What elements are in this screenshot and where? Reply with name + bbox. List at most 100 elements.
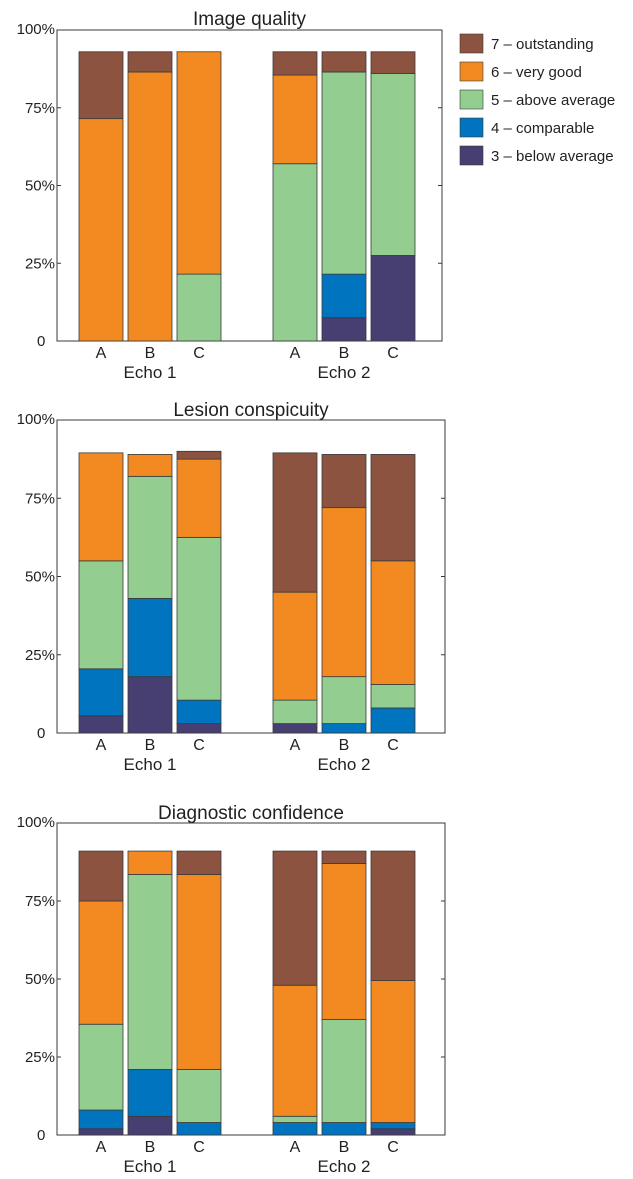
x-category-label: B xyxy=(339,345,350,362)
bar-segment-score-6 xyxy=(370,560,416,685)
bar-segment-score-5 xyxy=(176,273,222,342)
bar-segment-score-7 xyxy=(321,51,367,73)
bar-segment-score-6 xyxy=(272,74,318,165)
bar-segment-score-4 xyxy=(370,707,416,734)
bar-echo-1-c xyxy=(176,450,222,734)
legend-swatch xyxy=(459,89,484,110)
bar-segment-score-6 xyxy=(78,452,124,562)
y-tick-label: 100% xyxy=(17,411,55,428)
x-category-label: C xyxy=(387,345,399,362)
bar-segment-score-6 xyxy=(78,118,124,342)
bar-echo-1-c xyxy=(176,51,222,342)
bar-segment-score-7 xyxy=(272,51,318,76)
bar-segment-score-7 xyxy=(78,51,124,120)
y-tick-label: 50% xyxy=(25,971,55,988)
bar-echo-1-c xyxy=(176,850,222,1136)
bar-segment-score-5 xyxy=(272,1115,318,1123)
bar-segment-score-5 xyxy=(370,684,416,709)
legend: 7 – outstanding 6 – very good 5 – above av… xyxy=(459,33,615,166)
x-group-label: Echo 2 xyxy=(318,755,371,774)
chart-title: Lesion conspicuity xyxy=(173,400,329,421)
bar-segment-score-5 xyxy=(78,560,124,670)
bar-segment-score-5 xyxy=(321,71,367,275)
x-group-label: Echo 1 xyxy=(124,363,177,382)
bar-segment-score-4 xyxy=(370,1122,416,1130)
bar-segment-score-7 xyxy=(370,454,416,562)
chart-image-quality: Image quality 0 25% 50% 75% 100% A B C A B C Echo 1 E… xyxy=(17,9,443,382)
bar-echo-2-c xyxy=(370,454,416,734)
bar-segment-score-5 xyxy=(321,676,367,725)
bar-segment-score-5 xyxy=(176,1069,222,1123)
legend-label: 7 – outstanding xyxy=(491,36,594,53)
legend-label: 5 – above average xyxy=(491,92,615,109)
x-group-label: Echo 1 xyxy=(124,1157,177,1176)
x-group-label: Echo 2 xyxy=(318,1157,371,1176)
chart-panels: Image quality 0 25% 50% 75% 100% A B C A B C Echo 1 E… xyxy=(17,9,446,1176)
bar-segment-score-5 xyxy=(127,475,173,599)
bar-echo-1-b xyxy=(127,51,173,342)
bar-segment-score-7 xyxy=(370,51,416,74)
x-category-label: B xyxy=(145,1139,156,1156)
bar-echo-2-a xyxy=(272,850,318,1136)
x-category-label: B xyxy=(339,737,350,754)
chart-lesion-conspicuity: Lesion conspicuity 0 25% 50% 75% 100% A B C A B C Ec… xyxy=(17,400,446,774)
legend-label: 3 – below average xyxy=(491,148,614,165)
bar-segment-score-3 xyxy=(127,676,173,734)
x-category-label: B xyxy=(339,1139,350,1156)
bar-segment-score-5 xyxy=(127,874,173,1070)
bar-segment-score-7 xyxy=(78,850,124,902)
bar-segment-score-6 xyxy=(176,51,222,275)
bar-echo-2-b xyxy=(321,51,367,342)
bar-segment-score-7 xyxy=(370,850,416,981)
x-category-label: A xyxy=(290,737,301,754)
bar-echo-2-a xyxy=(272,452,318,734)
bar-segment-score-3 xyxy=(127,1115,173,1136)
bar-segment-score-4 xyxy=(127,1069,173,1117)
x-category-label: C xyxy=(193,1139,205,1156)
legend-swatch xyxy=(459,145,484,166)
y-tick-label: 100% xyxy=(17,21,55,38)
bar-segment-score-6 xyxy=(78,900,124,1025)
bar-segment-score-4 xyxy=(78,668,124,717)
x-category-label: C xyxy=(387,1139,399,1156)
x-category-label: A xyxy=(96,737,107,754)
bar-segment-score-5 xyxy=(78,1023,124,1111)
bar-echo-2-b xyxy=(321,850,367,1136)
y-tick-label: 75% xyxy=(25,490,55,507)
bar-segment-score-6 xyxy=(272,591,318,701)
bar-segment-score-5 xyxy=(370,73,416,256)
bar-echo-2-b xyxy=(321,454,367,734)
bar-segment-score-7 xyxy=(272,850,318,986)
y-tick-label: 75% xyxy=(25,100,55,117)
bar-segment-score-6 xyxy=(127,454,173,477)
bar-segment-score-5 xyxy=(176,536,222,701)
bar-echo-2-a xyxy=(272,51,318,342)
bar-segment-score-6 xyxy=(127,850,173,875)
legend-swatch xyxy=(459,61,484,82)
bar-segment-score-3 xyxy=(370,1128,416,1136)
y-tick-label: 50% xyxy=(25,178,55,195)
bar-segment-score-3 xyxy=(176,723,222,734)
legend-swatch xyxy=(459,33,484,54)
bar-segment-score-7 xyxy=(127,51,173,73)
bar-segment-score-4 xyxy=(176,1122,222,1136)
x-category-label: C xyxy=(193,737,205,754)
bar-segment-score-6 xyxy=(176,458,222,538)
chart-title: Diagnostic confidence xyxy=(158,803,344,824)
x-category-label: A xyxy=(290,345,301,362)
bar-segment-score-3 xyxy=(272,723,318,734)
bar-echo-1-a xyxy=(78,850,124,1136)
bar-echo-1-a xyxy=(78,452,124,734)
bar-segment-score-3 xyxy=(78,715,124,734)
legend-entry-3-below-average: 3 – below average xyxy=(459,145,614,166)
y-tick-label: 0 xyxy=(37,1127,45,1144)
y-tick-label: 50% xyxy=(25,569,55,586)
y-tick-label: 0 xyxy=(37,725,45,742)
y-tick-label: 25% xyxy=(25,647,55,664)
bar-echo-1-b xyxy=(127,454,173,734)
bar-segment-score-4 xyxy=(321,273,367,319)
x-group-label: Echo 1 xyxy=(124,755,177,774)
x-category-label: A xyxy=(96,1139,107,1156)
bar-segment-score-5 xyxy=(272,699,318,725)
